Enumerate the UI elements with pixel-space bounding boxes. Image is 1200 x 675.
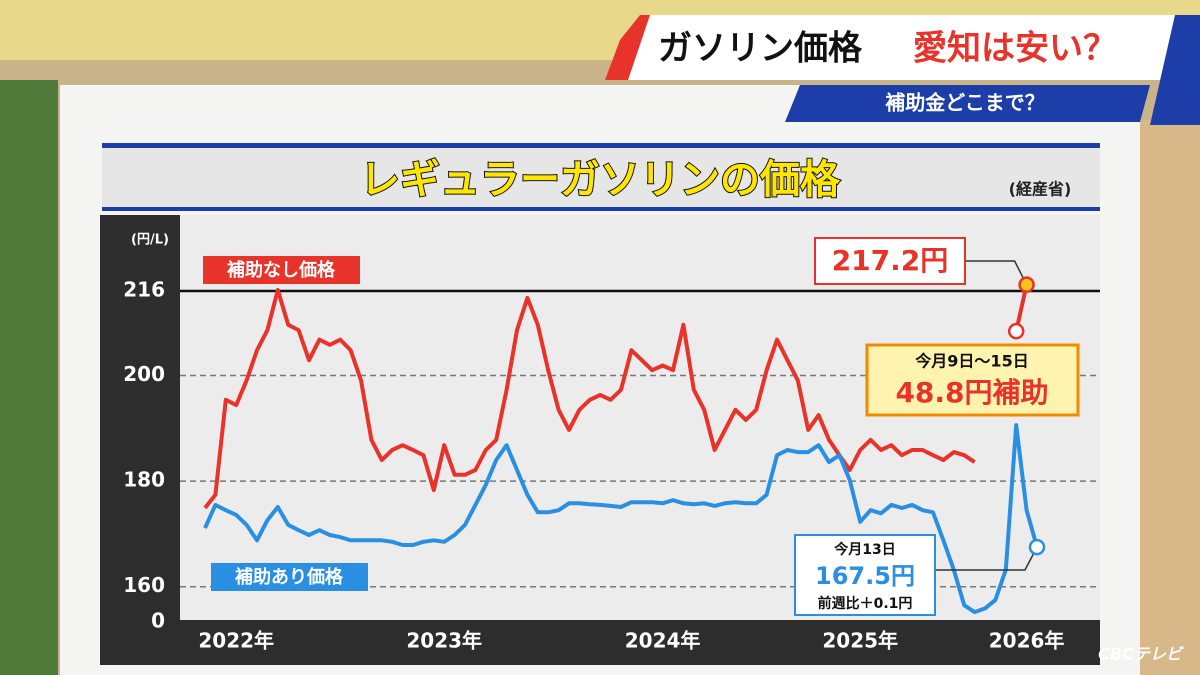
y-axis-band <box>100 215 180 665</box>
point-marker <box>1018 276 1035 293</box>
header-subtitle: 補助金どこまで？ <box>884 91 1044 115</box>
annotation: 今月13日 <box>833 541 895 558</box>
legend-box <box>211 563 368 591</box>
annotation: 今月9日～15日 <box>914 352 1028 371</box>
subtitle-banner <box>785 85 1150 122</box>
y-tick-label: 180 <box>123 468 165 492</box>
y-tick-label: 160 <box>123 573 165 597</box>
point-marker <box>1028 538 1046 556</box>
legend-label: 補助あり価格 <box>234 566 344 588</box>
title-bar-bottom <box>102 207 1100 211</box>
header-highlight: 愛知は安い？ <box>913 29 1117 69</box>
chart-source: (経産省) <box>1009 180 1072 199</box>
wood-wall <box>1140 120 1200 675</box>
header-side <box>1150 15 1200 125</box>
leader-line <box>935 546 1038 571</box>
legend-box <box>203 256 360 284</box>
y-tick-label: 200 <box>123 362 165 386</box>
annotation: 前週比＋0.1円 <box>818 595 913 612</box>
header-accent <box>605 15 650 80</box>
x-tick-label: 2025年 <box>822 629 898 653</box>
annotation-box <box>794 534 936 616</box>
y-break-label: 0 <box>151 609 165 633</box>
y-tick-label: 216 <box>123 278 165 302</box>
chart-title: レギュラーガソリンの価格 <box>360 157 841 203</box>
x-tick-label: 2023年 <box>406 629 482 653</box>
x-tick-label: 2026年 <box>989 629 1065 653</box>
lines <box>203 260 1046 615</box>
x-axis-band <box>100 620 1100 665</box>
leader-line <box>965 260 1028 286</box>
header-banner <box>620 15 1175 80</box>
annotation-box <box>865 343 1080 417</box>
legend-label: 補助なし価格 <box>226 259 336 281</box>
x-tick-label: 2022年 <box>198 629 274 653</box>
y-axis-label: (円/L) <box>131 233 169 248</box>
value-label: 167.5円 <box>815 562 915 590</box>
annotation: 48.8円補助 <box>895 376 1048 409</box>
value-label-box <box>814 237 966 285</box>
series-line <box>203 423 1039 615</box>
title-bar <box>102 143 1100 211</box>
x-tick-label: 2024年 <box>625 629 701 653</box>
plant-wall <box>0 80 58 675</box>
value-label: 217.2円 <box>832 244 949 277</box>
logo: CBCテレビ <box>1098 645 1184 664</box>
title-bar-top <box>102 143 1100 148</box>
header-title: ガソリン価格 <box>658 29 863 69</box>
point-marker <box>1007 322 1025 340</box>
